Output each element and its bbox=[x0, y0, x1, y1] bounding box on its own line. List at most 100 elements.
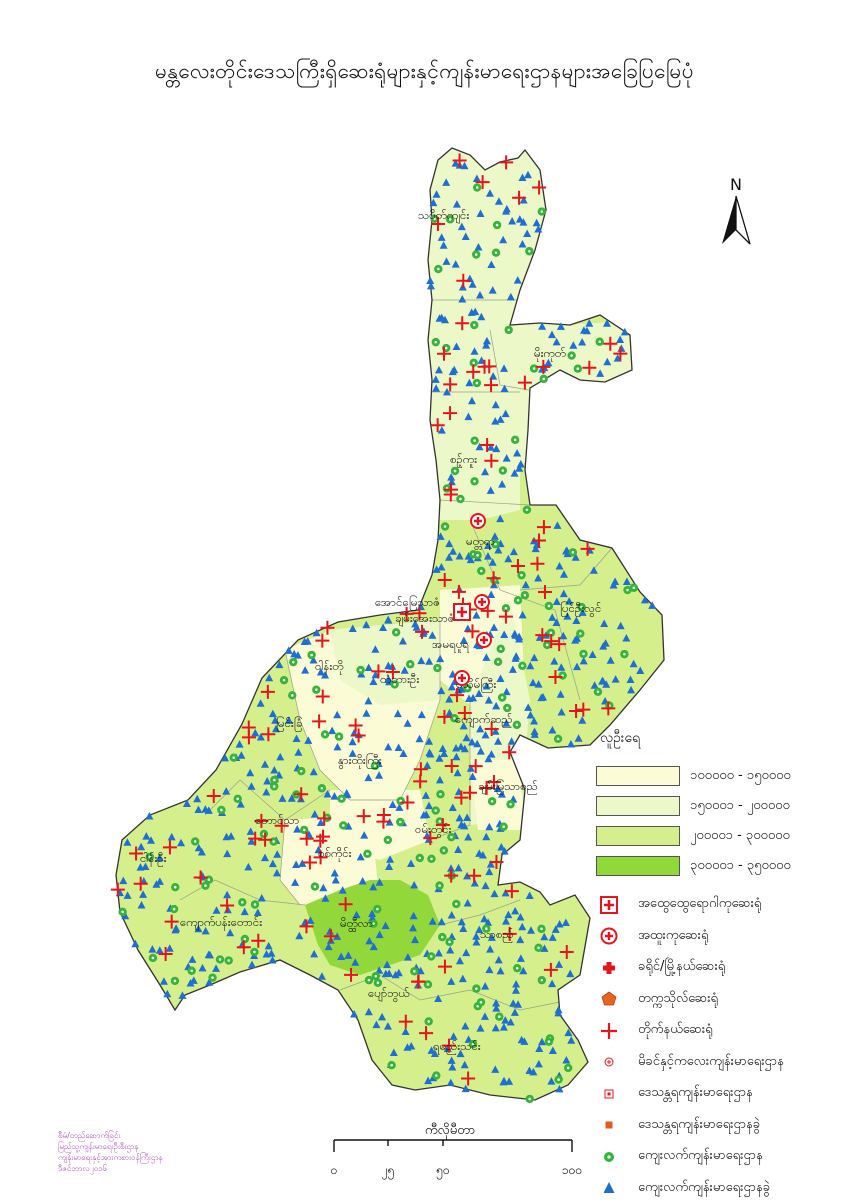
village-health-center-icon bbox=[416, 854, 424, 862]
village-health-center-icon bbox=[477, 567, 485, 575]
village-health-center-icon bbox=[269, 837, 277, 845]
village-health-center-icon bbox=[558, 671, 566, 679]
village-health-center-icon bbox=[513, 721, 521, 729]
village-health-center-icon bbox=[438, 933, 446, 941]
map-credits: စီမံ/တည်ဆောက်ခြင်း မြည်သူ့ကျန်းမာရေးဦးစီ… bbox=[58, 1130, 163, 1174]
scale-tick-label: ၁၀၀ bbox=[562, 1163, 582, 1177]
village-health-center-icon bbox=[432, 338, 440, 346]
village-health-center-icon bbox=[311, 882, 319, 890]
village-health-center-icon bbox=[488, 797, 496, 805]
village-health-center-icon bbox=[534, 944, 542, 952]
legend-symbol-row: ကျေးလက်ကျန်းမာရေးဌာနခွဲ bbox=[596, 1173, 846, 1204]
village-health-center-icon bbox=[513, 964, 521, 972]
label-taungtha: တောင်သာ bbox=[255, 813, 299, 827]
village-health-center-icon bbox=[434, 265, 442, 273]
village-health-center-icon bbox=[620, 650, 628, 658]
legend-swatch bbox=[596, 766, 680, 786]
village-health-center-icon bbox=[499, 822, 507, 830]
village-health-center-icon bbox=[170, 905, 178, 913]
village-health-center-icon bbox=[384, 836, 392, 844]
village-health-center-icon bbox=[499, 466, 507, 474]
village-health-center-icon bbox=[511, 436, 519, 444]
label-singu: စဉ့်ကူး bbox=[450, 452, 477, 468]
village-health-center-icon bbox=[470, 321, 478, 329]
village-health-center-icon bbox=[445, 938, 453, 946]
legend-symbol-label: ဒေသန္တရကျန်းမာရေးဌာန bbox=[638, 1084, 753, 1103]
label-mogok: မိုးကုတ် bbox=[534, 346, 566, 362]
legend-symbol-row: အထူးကုဆေးရုံ bbox=[596, 921, 846, 953]
village-health-center-icon bbox=[339, 821, 347, 829]
village-health-center-icon bbox=[217, 806, 225, 814]
village-health-center-icon bbox=[596, 1147, 622, 1167]
village-health-center-icon bbox=[567, 351, 575, 359]
label-amarapura: အမရပူရ bbox=[432, 637, 469, 653]
village-health-center-icon bbox=[506, 800, 514, 808]
legend-population-row: ၁၅၀၀၀၁ - ၂၀၀၀၀၀ bbox=[596, 791, 846, 821]
legend-symbol-label: ခရိုင်/မြို့နယ်ဆေးရုံ bbox=[638, 958, 725, 977]
village-health-center-icon bbox=[545, 602, 553, 610]
village-health-center-icon bbox=[451, 467, 459, 475]
legend-symbol-label: တက္ကသိုလ်ဆေးရုံ bbox=[638, 990, 718, 1009]
label-madaya: မတ္တရာ bbox=[466, 534, 495, 550]
village-health-center-icon bbox=[312, 686, 320, 694]
village-health-center-icon bbox=[539, 375, 547, 383]
station-hospital-icon bbox=[596, 1021, 622, 1041]
label-kyaukse: ကျောက်ဆည် bbox=[455, 712, 513, 728]
village-health-center-icon bbox=[514, 596, 522, 604]
north-arrow-icon bbox=[718, 194, 754, 248]
village-health-center-icon bbox=[470, 436, 478, 444]
village-health-center-icon bbox=[473, 183, 481, 191]
village-health-center-icon bbox=[396, 797, 404, 805]
village-health-center-icon bbox=[503, 704, 511, 712]
village-health-center-icon bbox=[574, 365, 582, 373]
village-health-center-icon bbox=[545, 1037, 553, 1045]
village-health-center-icon bbox=[321, 730, 329, 738]
village-health-center-icon bbox=[356, 666, 364, 674]
label-yamethin: ရမည်းသင်း bbox=[433, 1039, 481, 1055]
scale-bar: ကီလိုမီတာ ၀ ၂၅ ၅၀ ၁၀၀ bbox=[310, 1122, 590, 1182]
village-health-center-icon bbox=[472, 984, 480, 992]
label-natogyi: နွားထိုးကြီး bbox=[338, 753, 382, 769]
village-health-center-icon bbox=[521, 591, 529, 599]
legend-symbol-label: အထူးကုဆေးရုံ bbox=[638, 927, 708, 946]
legend-population-classes: ၁၀၀၀၀၀ - ၁၅၀၀၀၀၁၅၀၀၀၁ - ၂၀၀၀၀၀၂၀၀၀၀၁ - ၃… bbox=[596, 761, 846, 881]
village-health-center-icon bbox=[335, 732, 343, 740]
label-aungmyaythazan: အောင်မြေသာဇံ bbox=[375, 595, 440, 611]
credit-line: စီမံ/တည်ဆောက်ခြင်း bbox=[58, 1130, 163, 1141]
label-mahlaing: စစ်ကိုင်း bbox=[318, 846, 352, 862]
legend-population-row: ၂၀၀၀၀၁ - ၃၀၀၀၀၀ bbox=[596, 821, 846, 851]
village-health-center-icon bbox=[473, 379, 481, 387]
label-myittha: ချမ်းမြသာစည် bbox=[478, 779, 538, 795]
legend-symbol-label: ဒေသန္တရကျန်းမာရေးဌာနခွဲ bbox=[638, 1116, 760, 1135]
village-health-center-icon bbox=[238, 898, 246, 906]
village-health-center-icon bbox=[191, 837, 199, 845]
village-health-center-icon bbox=[427, 855, 435, 863]
district-hospital-icon bbox=[596, 958, 622, 978]
village-health-center-icon bbox=[251, 900, 259, 908]
legend-swatch bbox=[596, 826, 680, 846]
specialist-hospital-icon bbox=[455, 671, 469, 685]
village-health-center-icon bbox=[436, 790, 444, 798]
village-health-center-icon bbox=[569, 548, 577, 556]
village-health-center-icon bbox=[187, 967, 195, 975]
legend-symbol-label: မိခင်နှင့်ကလေးကျန်းမာရေးဌာန bbox=[638, 1053, 784, 1072]
village-health-center-icon bbox=[498, 693, 506, 701]
village-health-center-icon bbox=[473, 551, 481, 559]
specialist-hospital-icon bbox=[596, 926, 622, 946]
village-health-center-icon bbox=[373, 905, 381, 913]
north-arrow: N bbox=[718, 176, 754, 250]
village-health-center-icon bbox=[530, 364, 538, 372]
village-health-center-icon bbox=[288, 691, 296, 699]
village-health-center-icon bbox=[470, 477, 478, 485]
label-chanayethazan: ချမ်းအေးသာဇံ bbox=[395, 611, 455, 627]
village-health-center-icon bbox=[149, 954, 157, 962]
legend-population-label: ၁၀၀၀၀၀ - ၁၅၀၀၀၀ bbox=[690, 767, 791, 786]
specialist-hospital-icon bbox=[477, 633, 491, 647]
specialist-hospital-icon bbox=[471, 514, 485, 528]
scale-tick-label: ၅၀ bbox=[436, 1163, 450, 1180]
scale-tick-label: ၂၅ bbox=[382, 1163, 395, 1180]
label-kyaukpadaung: ကျောက်ပန်းတောင်း bbox=[180, 915, 262, 931]
village-health-center-icon bbox=[505, 326, 513, 334]
village-health-center-icon bbox=[250, 948, 258, 956]
village-health-center-icon bbox=[337, 794, 345, 802]
